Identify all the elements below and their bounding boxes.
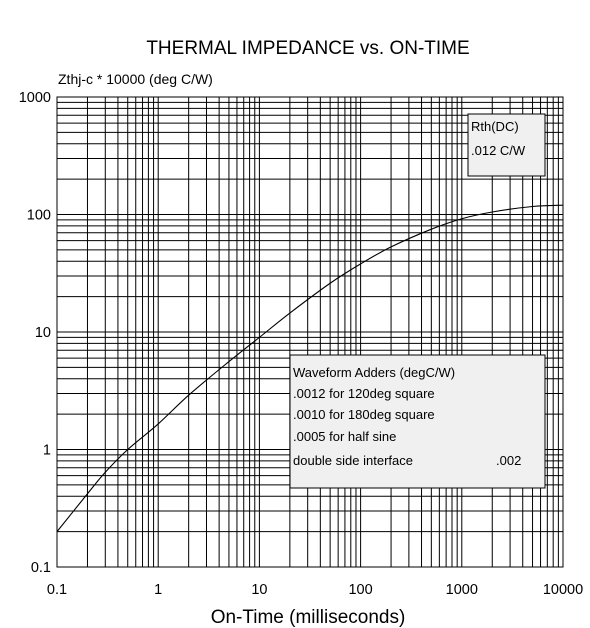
adder-line-180-square: .0010 for 180deg square [293, 407, 435, 422]
rth-box-rect [467, 113, 546, 177]
rth-annotation-box: Rth(DC) .012 C/W [467, 113, 546, 177]
series-line [56, 204, 564, 532]
rth-label: Rth(DC) [471, 119, 519, 134]
tick-labels: 0.1 1 10 100 1000 10000 0.1 1 10 100 1000 [19, 90, 583, 598]
x-tick-label: 10000 [543, 582, 583, 598]
y-tick-label: 1 [43, 443, 51, 459]
x-tick-label: 100 [348, 582, 372, 598]
y-tick-label: 1000 [19, 90, 51, 106]
x-tick-label: 10 [251, 582, 267, 598]
interface-label: double side interface [293, 453, 413, 468]
plot-frame [56, 96, 564, 568]
y-axis-label: Zthj-c * 10000 (deg C/W) [58, 71, 213, 87]
adder-line-120-square: .0012 for 120deg square [293, 386, 435, 401]
adders-title: Waveform Adders (degC/W) [293, 365, 455, 380]
y-tick-label: 10 [35, 325, 51, 341]
y-tick-label: 0.1 [31, 560, 51, 576]
x-tick-label: 1000 [446, 582, 478, 598]
x-tick-label: 0.1 [47, 582, 67, 598]
y-tick-label: 100 [27, 208, 51, 224]
adder-line-half-sine: .0005 for half sine [293, 429, 396, 444]
grid [56, 96, 564, 568]
rth-value: .012 C/W [471, 143, 526, 158]
series-group [56, 204, 564, 532]
chart-title: THERMAL IMPEDANCE vs. ON-TIME [146, 38, 469, 59]
x-axis-label: On-Time (milliseconds) [211, 607, 406, 628]
waveform-adders-box: Waveform Adders (degC/W) .0012 for 120de… [289, 354, 546, 489]
adders-box-rect [289, 354, 546, 489]
x-tick-label: 1 [154, 582, 162, 598]
interface-value: .002 [496, 453, 521, 468]
